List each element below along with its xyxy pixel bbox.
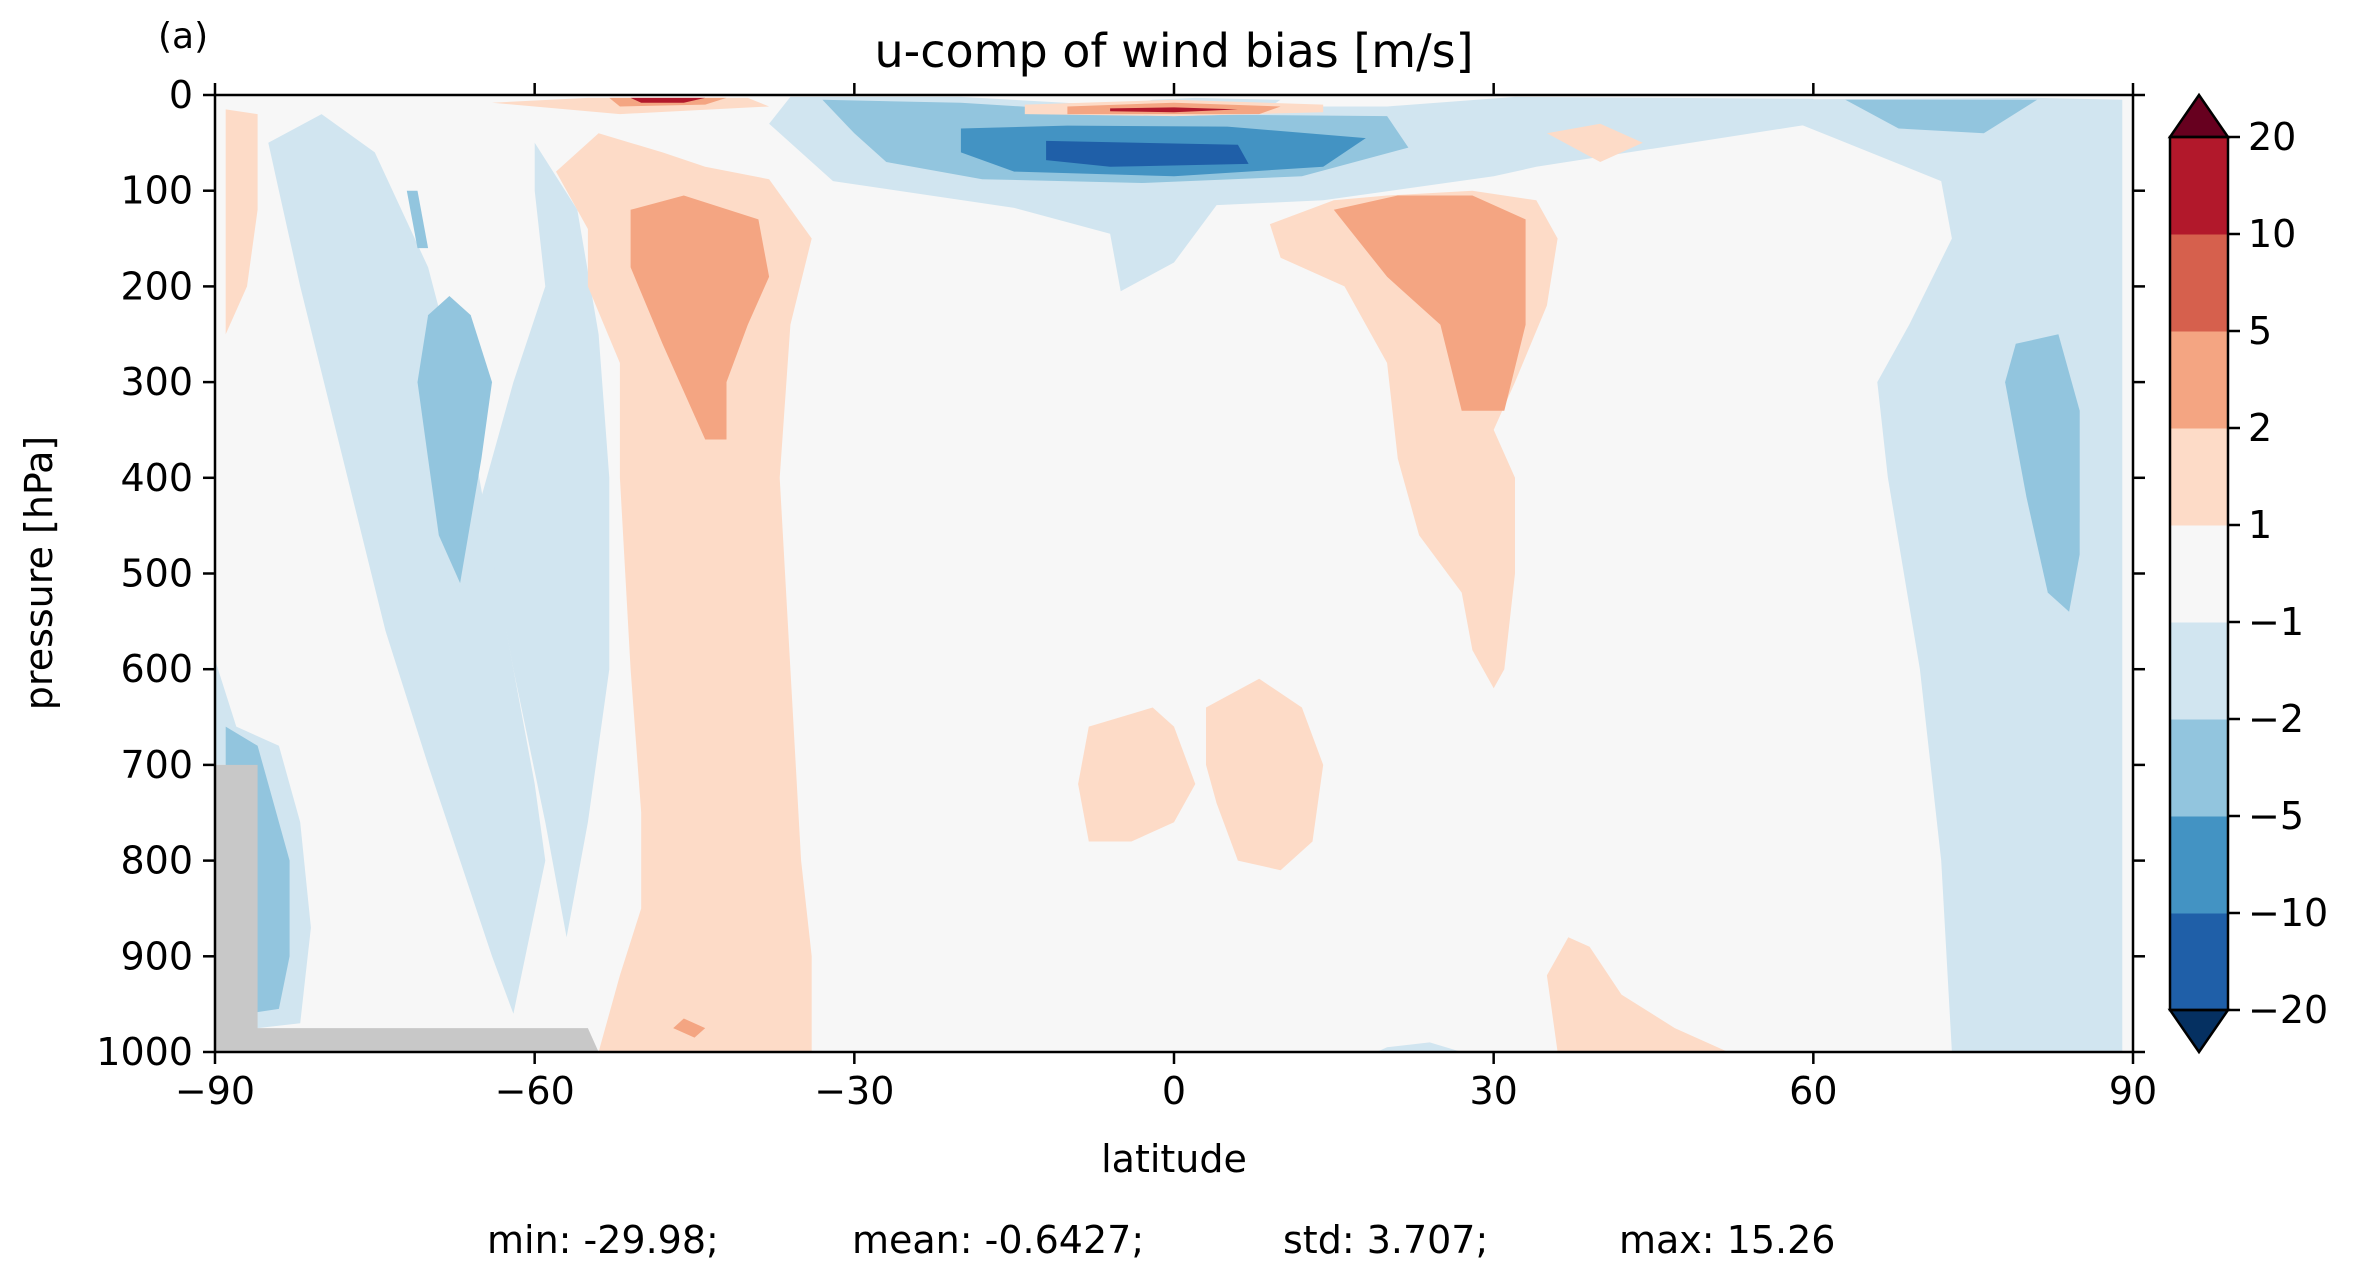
colorbar-segment-8 [2170, 137, 2228, 235]
panel-label: (a) [158, 16, 208, 57]
y-tick-label: 900 [120, 934, 193, 978]
stat-min: min: -29.98; [487, 1218, 719, 1262]
colorbar-frame [2168, 135, 2230, 1012]
y-tick-label: 500 [120, 552, 193, 596]
contour-region-18 [1333, 195, 1526, 411]
colorbar-tick-label: 20 [2248, 115, 2296, 159]
y-tick-label: 600 [120, 647, 193, 691]
stat-std: std: 3.707; [1283, 1218, 1488, 1262]
colorbar-tick-label: −2 [2248, 697, 2304, 741]
y-tick-label: 300 [120, 360, 193, 404]
colorbar-extend-min [2167, 1008, 2231, 1055]
x-tick-label: 90 [2109, 1069, 2157, 1113]
missing-data-mask [215, 764, 599, 1052]
contour-region-0 [268, 114, 546, 1014]
colorbar-segment-0 [2170, 913, 2228, 1011]
colorbar-segment-1 [2170, 816, 2228, 914]
contour-region-29 [1546, 937, 1729, 1052]
colorbar-tick-label: 10 [2248, 212, 2296, 256]
colorbar-tick-label: 5 [2248, 309, 2272, 353]
contour-region-12 [2005, 334, 2080, 612]
contour-region-22 [1110, 107, 1238, 113]
contour-region-10 [1738, 97, 2123, 1052]
colorbar-segment-4 [2170, 525, 2228, 623]
contour-region-25 [630, 97, 706, 103]
contour-region-16 [673, 1018, 706, 1038]
colorbar-tick-label: −5 [2248, 794, 2304, 838]
contour-region-1 [481, 142, 610, 938]
contour-region-27 [1078, 707, 1196, 842]
x-tick-label: −30 [814, 1069, 894, 1113]
colorbar-segment-7 [2170, 234, 2228, 332]
contour-region-30 [1546, 123, 1643, 162]
x-tick-label: 0 [1162, 1069, 1186, 1113]
y-tick-label: 700 [120, 743, 193, 787]
contour-region-26 [225, 109, 258, 335]
x-axis-label: latitude [1101, 1137, 1247, 1181]
stat-max: max: 15.26 [1619, 1218, 1835, 1262]
x-tick-label: 30 [1469, 1069, 1517, 1113]
missing-region-0 [215, 764, 599, 1052]
y-axis-label: pressure [hPa] [17, 436, 61, 710]
contour-fills [215, 96, 2123, 1052]
stat-mean: mean: -0.6427; [852, 1218, 1144, 1262]
contour-region-15 [630, 195, 770, 440]
contour-region-11 [1845, 99, 2038, 134]
contour-region-13 [1376, 1042, 1462, 1052]
x-tick-label: −90 [175, 1069, 255, 1113]
x-tick-label: 60 [1789, 1069, 1837, 1113]
y-tick-label: 400 [120, 456, 193, 500]
colorbar-segment-5 [2170, 428, 2228, 526]
y-tick-label: 1000 [96, 1030, 193, 1074]
colorbar: −20 −10 −5 −2 −1 1 2 5 10 20 [2167, 92, 2328, 1055]
colorbar-segment-3 [2170, 622, 2228, 720]
y-tick-label: 200 [120, 264, 193, 308]
colorbar-extend-max [2167, 92, 2231, 139]
colorbar-tick-label: 1 [2248, 503, 2272, 547]
colorbar-tick-label: −10 [2248, 891, 2328, 935]
y-tick-label: 100 [120, 169, 193, 213]
colorbar-segment-2 [2170, 719, 2228, 817]
y-tick-label: 0 [169, 73, 193, 117]
x-axis-ticks: −90 −60 −30 0 30 60 90 [175, 83, 2157, 1113]
contour-region-9 [1046, 140, 1249, 167]
colorbar-tick-label: 2 [2248, 406, 2272, 450]
colorbar-tick-label: −1 [2248, 600, 2304, 644]
x-tick-label: −60 [495, 1069, 575, 1113]
colorbar-segment-6 [2170, 331, 2228, 429]
contour-region-3 [406, 190, 429, 249]
y-axis-ticks: 0 100 200 300 400 500 600 700 800 900 1000 [96, 73, 2145, 1074]
contour-region-2 [417, 296, 492, 584]
colorbar-tick-label: −20 [2248, 988, 2328, 1032]
chart-title: u-comp of wind bias [m/s] [874, 24, 1473, 78]
contour-region-14 [556, 133, 812, 1052]
contour-region-28 [1206, 678, 1324, 871]
y-tick-label: 800 [120, 839, 193, 883]
